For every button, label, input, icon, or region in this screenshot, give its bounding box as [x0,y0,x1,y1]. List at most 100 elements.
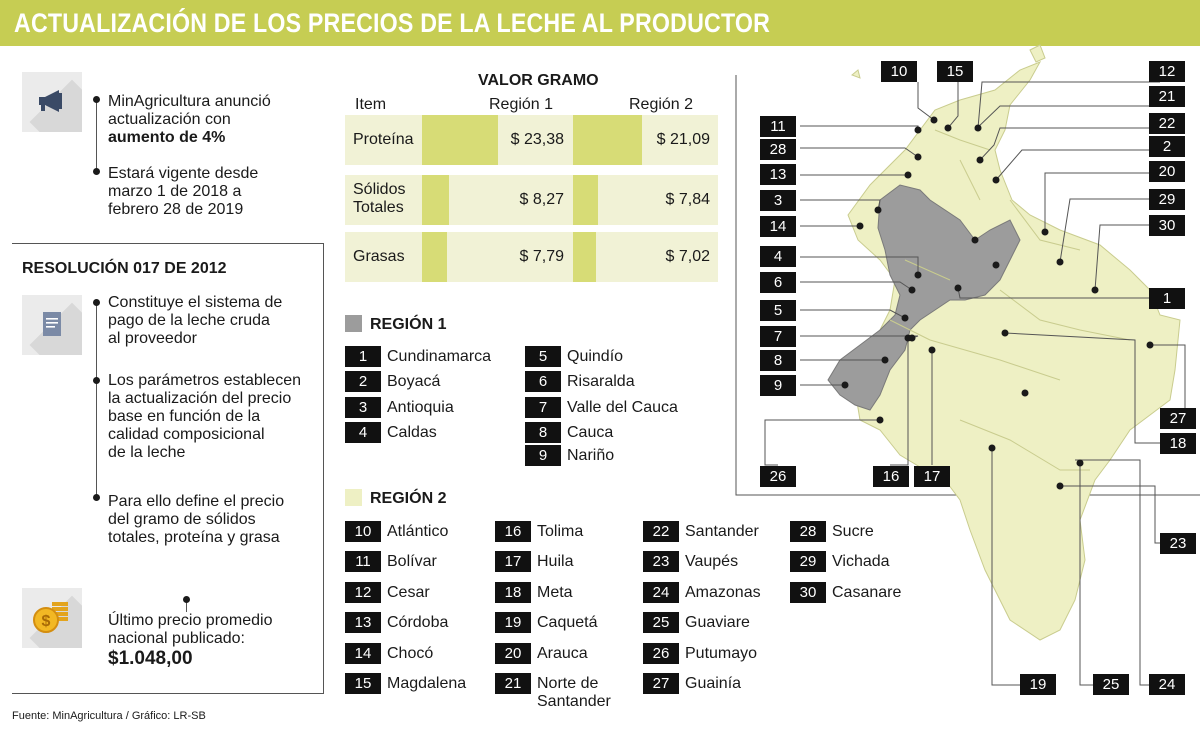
map-label: 2 [1149,136,1185,157]
map-label: 9 [760,375,796,396]
connector-line [186,600,187,612]
dept-name: Amazonas [685,584,761,601]
map-label: 3 [760,190,796,211]
dept-number: 12 [345,582,381,603]
map-label: 24 [1149,674,1185,695]
dept-name: Guainía [685,675,742,692]
dept-number: 20 [495,643,531,664]
dept-number: 25 [643,612,679,633]
cell-value: $ 7,79 [519,248,564,265]
coins-icon: $ [33,602,68,633]
dept-number: 22 [643,521,679,542]
row-item-protein: Proteína [353,131,414,148]
map-label: 21 [1149,86,1185,107]
dept-number: 6 [525,371,561,392]
dept-number: 2 [345,371,381,392]
col-header-region2: Región 2 [629,96,694,113]
dept-number: 23 [643,551,679,572]
section-divider [12,693,324,694]
dept-number: 29 [790,551,826,572]
region1-label: REGIÓN 1 [370,316,447,333]
document-icon-box [22,295,82,355]
value-bar [422,115,498,165]
dept-name: Guaviare [685,614,750,631]
dept-number: 19 [495,612,531,633]
bullet-dot [93,168,100,175]
map-label: 5 [760,300,796,321]
dept-name: Sucre [832,523,874,540]
dept-number: 27 [643,673,679,694]
connector-line [96,100,97,172]
cell-value: $ 7,02 [665,248,710,265]
dept-number: 13 [345,612,381,633]
col-header-item: Item [355,96,387,113]
map-label: 1 [1149,288,1185,309]
dept-name: Chocó [387,645,434,662]
dept-name: Cundinamarca [387,348,492,365]
dept-number: 3 [345,397,381,418]
table-row [345,175,718,225]
connector-line [96,303,97,498]
dept-number: 26 [643,643,679,664]
row-item-solids: Sólidos Totales [353,181,406,216]
dept-name: Antioquia [387,399,454,416]
dept-name: Casanare [832,584,902,601]
region2-swatch [345,489,362,506]
value-bar [573,115,642,165]
dept-name: Cesar [387,584,430,601]
dept-number: 8 [525,422,561,443]
dept-name: Cauca [567,424,614,441]
cell-value: $ 23,38 [510,131,564,148]
dept-name: Atlántico [387,523,449,540]
dept-number: 24 [643,582,679,603]
dept-number: 7 [525,397,561,418]
dept-number: 30 [790,582,826,603]
dept-number: 21 [495,673,531,694]
dept-name: Meta [537,584,573,601]
validity-text: Estará vigente desde marzo 1 de 2018 a f… [108,165,259,218]
resolution-title: RESOLUCIÓN 017 DE 2012 [22,260,227,277]
svg-text:$: $ [42,613,51,630]
map-label: 8 [760,350,796,371]
map-label: 27 [1160,408,1196,429]
dept-name: Putumayo [685,645,758,662]
map-label: 11 [760,116,796,137]
row-item-fat: Grasas [353,248,405,265]
dept-number: 15 [345,673,381,694]
megaphone-icon-box [22,72,82,132]
dept-number: 17 [495,551,531,572]
map-label: 10 [881,61,917,82]
col-header-region1: Región 1 [489,96,554,113]
announcement-text: MinAgricultura anunció actualización con… [108,93,271,146]
section-frame [323,243,324,693]
map-label: 7 [760,326,796,347]
map-label: 12 [1149,61,1185,82]
region1-swatch [345,315,362,332]
dept-name: Córdoba [387,614,449,631]
dept-number: 14 [345,643,381,664]
map-label: 30 [1149,215,1185,236]
source-footer: Fuente: MinAgricultura / Gráfico: LR-SB [12,710,206,722]
bullet-dot [93,299,100,306]
resolution-point-3: Para ello define el precio del gramo de … [108,493,285,546]
bullet-dot [93,377,100,384]
map-label: 25 [1093,674,1129,695]
cell-value: $ 21,09 [656,131,710,148]
dept-name: Caquetá [537,614,598,631]
bullet-dot [93,494,100,501]
dept-name: Valle del Cauca [567,399,678,416]
map-label: 23 [1160,533,1196,554]
dept-name: Bolívar [387,553,437,570]
resolution-point-2: Los parámetros establecen la actualizaci… [108,372,301,461]
table-row [345,115,718,165]
value-bar [573,232,596,282]
value-bar [573,175,598,225]
bullet-dot [93,96,100,103]
table-title: VALOR GRAMO [478,72,599,89]
bullet-dot [183,596,190,603]
resolution-point-1: Constituye el sistema de pago de la lech… [108,294,283,347]
map-label: 4 [760,246,796,267]
dept-name: Santander [685,523,759,540]
title-banner: ACTUALIZACIÓN DE LOS PRECIOS DE LA LECHE… [0,0,1200,46]
table-row [345,232,718,282]
